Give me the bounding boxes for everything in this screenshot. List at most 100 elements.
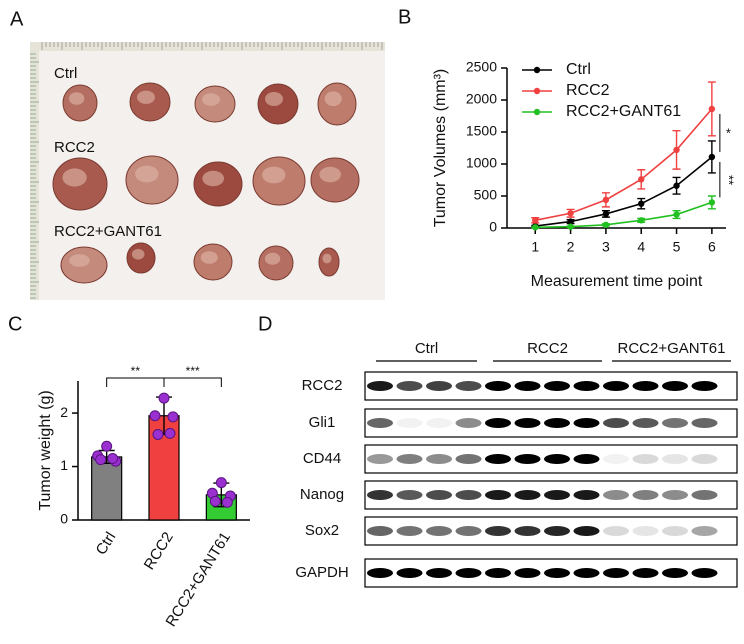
blot-band xyxy=(544,568,570,578)
blot-band xyxy=(455,454,482,464)
tumor-highlight xyxy=(319,166,342,183)
row-label: Sox2 xyxy=(305,522,339,539)
blot-band xyxy=(603,526,629,536)
blot-band xyxy=(396,381,423,391)
blot-band xyxy=(426,526,452,536)
blot-band xyxy=(514,526,541,536)
data-point xyxy=(158,392,170,404)
blot-band xyxy=(396,526,423,536)
blot-band xyxy=(367,418,393,428)
blot-band xyxy=(691,418,718,428)
tumor-highlight xyxy=(202,170,224,187)
series-line xyxy=(535,108,713,222)
y-tick-label: 1500 xyxy=(466,123,497,139)
blot-band xyxy=(632,568,659,578)
blot-band xyxy=(485,568,511,578)
blot-band xyxy=(691,381,718,391)
panel-label: C xyxy=(8,313,22,335)
legend-marker xyxy=(533,87,541,95)
x-tick-label: 1 xyxy=(531,239,539,255)
legend-label: Ctrl xyxy=(566,61,591,78)
y-axis-label: Tumor weight (g) xyxy=(37,390,54,510)
tumor-highlight xyxy=(324,91,342,107)
blot-band xyxy=(662,526,688,536)
data-point xyxy=(167,411,179,423)
blot-band xyxy=(632,526,659,536)
blot-band xyxy=(662,490,688,500)
blot-band xyxy=(396,490,423,500)
y-tick-label: 0 xyxy=(60,511,68,527)
tumor-highlight xyxy=(69,254,90,267)
x-tick-label: RCC2+GANT61 xyxy=(162,529,234,630)
point xyxy=(602,196,610,204)
blot-band xyxy=(485,381,511,391)
blot-band xyxy=(367,381,393,391)
blot-band xyxy=(455,526,482,536)
blot-band xyxy=(573,454,600,464)
bar xyxy=(91,456,123,521)
panel-label: B xyxy=(398,6,411,28)
tumor-highlight xyxy=(131,249,145,260)
row-label: GAPDH xyxy=(295,564,348,581)
sig-label: ** xyxy=(131,364,141,378)
blot-band xyxy=(455,490,482,500)
point xyxy=(567,223,574,230)
series-line xyxy=(535,201,713,229)
tumor-highlight xyxy=(135,165,159,183)
tumor-highlight xyxy=(264,252,281,265)
blot-band xyxy=(367,526,393,536)
row-label: RCC2 xyxy=(54,139,95,156)
blot-band xyxy=(485,490,511,500)
point xyxy=(638,176,645,183)
blot-band xyxy=(691,568,718,578)
tumor-highlight xyxy=(265,92,283,106)
x-tick-label: RCC2 xyxy=(141,529,177,573)
blot-band xyxy=(426,490,452,500)
data-point xyxy=(95,454,107,466)
sig-label: ** xyxy=(721,175,736,185)
sig-bracket xyxy=(163,377,222,387)
blot-band xyxy=(514,381,541,391)
blot-band xyxy=(367,454,393,464)
blot-band xyxy=(367,568,393,578)
blot-band xyxy=(426,568,452,578)
panel-label: A xyxy=(10,8,24,30)
blot-band xyxy=(573,526,600,536)
legend-label: RCC2 xyxy=(566,82,610,99)
point xyxy=(673,211,680,218)
blot-band xyxy=(455,418,482,428)
blot-band xyxy=(544,526,570,536)
point xyxy=(638,217,645,224)
blot-band xyxy=(632,454,659,464)
blot-band xyxy=(396,454,423,464)
blot-band xyxy=(632,381,659,391)
blot-band xyxy=(691,526,718,536)
blot-band xyxy=(367,490,393,500)
blot-band xyxy=(662,568,688,578)
row-label: Ctrl xyxy=(54,65,77,82)
blot-band xyxy=(691,490,718,500)
row-label: CD44 xyxy=(303,450,341,467)
tumor-highlight xyxy=(200,251,218,264)
blot-band xyxy=(485,526,511,536)
blot-band xyxy=(396,568,423,578)
blot-band xyxy=(573,381,600,391)
group-label: RCC2+GANT61 xyxy=(618,340,726,357)
data-point xyxy=(209,495,221,507)
data-point xyxy=(107,453,119,465)
blot-band xyxy=(514,568,541,578)
legend-marker xyxy=(533,66,541,74)
point xyxy=(567,210,574,217)
blot-band xyxy=(573,568,600,578)
point xyxy=(673,146,680,154)
point xyxy=(638,200,645,207)
y-tick-label: 2500 xyxy=(466,59,497,75)
ruler xyxy=(30,42,39,300)
row-label: Gli1 xyxy=(309,414,336,431)
legend-label: RCC2+GANT61 xyxy=(566,103,681,120)
blot-band xyxy=(396,418,423,428)
row-label: Nanog xyxy=(300,486,344,503)
blot-band xyxy=(662,418,688,428)
point xyxy=(567,218,574,225)
